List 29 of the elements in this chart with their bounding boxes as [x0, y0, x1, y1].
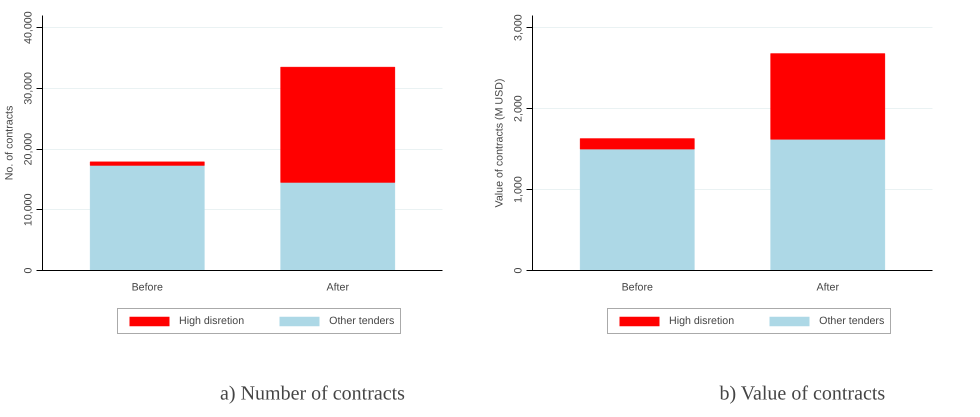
- bar: [580, 148, 695, 270]
- y-tick-label: 30,000: [22, 72, 34, 105]
- bar: [770, 139, 886, 270]
- y-axis-title: No. of contracts: [4, 106, 16, 180]
- y-tick-label: 0: [22, 267, 34, 274]
- x-tick-label: Before: [132, 282, 164, 294]
- x-tick-label: After: [816, 282, 840, 294]
- y-tick-label: 40,000: [22, 11, 34, 44]
- legend-label: High disretion: [179, 315, 244, 327]
- bar: [280, 182, 396, 270]
- y-tick-label: 0: [512, 267, 524, 274]
- text: b) Value of contracts: [719, 382, 886, 404]
- bar: [280, 66, 396, 183]
- bar: [770, 53, 886, 140]
- legend-label: High disretion: [669, 315, 734, 327]
- y-tick-label: 10,000: [22, 193, 34, 226]
- y-tick-label: 3,000: [512, 14, 524, 41]
- x-tick-label: Before: [622, 282, 654, 294]
- bar: [90, 165, 205, 270]
- text: a) Number of contracts: [220, 382, 406, 404]
- legend-label: Other tenders: [329, 315, 394, 327]
- bar: [580, 138, 695, 150]
- y-tick-label: 20,000: [22, 132, 34, 166]
- y-tick-label: 1,000: [512, 176, 524, 203]
- x-tick-label: After: [326, 282, 350, 294]
- legend-label: Other tenders: [819, 315, 884, 327]
- y-axis-title: Value of contracts (M USD): [494, 78, 506, 208]
- bar: [90, 162, 205, 166]
- y-tick-label: 2,000: [512, 95, 524, 122]
